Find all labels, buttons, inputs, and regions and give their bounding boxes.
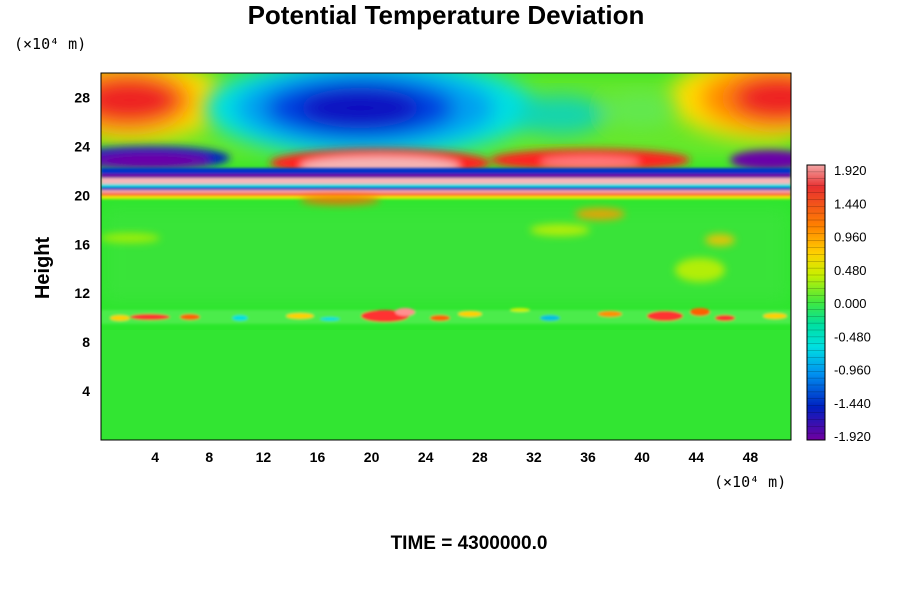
- y-tick-label: 20: [74, 187, 90, 203]
- y-unit-label: (×10⁴ m): [14, 35, 86, 53]
- plot-frame: [100, 72, 792, 441]
- colorbar-tick-label: -0.960: [834, 363, 871, 378]
- colorbar-ticks: 1.920 1.440 0.960 0.480 0.000 -0.480 -0.960 -1.…: [834, 163, 871, 444]
- x-tick-label: 20: [364, 449, 380, 465]
- colorbar-tick-label: 0.480: [834, 263, 867, 278]
- colorbar-tick-label: -0.480: [834, 329, 871, 344]
- x-unit-label: (×10⁴ m): [714, 473, 786, 491]
- x-axis-ticks: 4 8 12 16 20 24 28 32 36 40 44 48: [151, 449, 758, 465]
- y-tick-label: 8: [82, 334, 90, 350]
- y-tick-label: 16: [74, 236, 90, 252]
- chart-title: Potential Temperature Deviation: [248, 0, 645, 30]
- x-tick-label: 24: [418, 449, 434, 465]
- colorbar-tick-label: 0.000: [834, 296, 867, 311]
- x-tick-label: 28: [472, 449, 488, 465]
- colorbar-tick-label: 1.920: [834, 163, 867, 178]
- colorbar-tick-label: -1.440: [834, 396, 871, 411]
- x-tick-label: 16: [310, 449, 326, 465]
- x-tick-label: 4: [151, 449, 159, 465]
- x-tick-label: 36: [580, 449, 596, 465]
- x-tick-label: 12: [256, 449, 272, 465]
- x-tick-label: 44: [689, 449, 705, 465]
- colorbar: 1.920 1.440 0.960 0.480 0.000 -0.480 -0.960 -1.…: [806, 163, 871, 444]
- colorbar-tick-label: 0.960: [834, 230, 867, 245]
- time-label: TIME = 4300000.0: [391, 533, 548, 554]
- colorbar-tick-label: -1.920: [834, 429, 871, 444]
- x-tick-label: 48: [743, 449, 759, 465]
- y-axis-ticks: 4 8 12 16 20 24 28: [74, 89, 90, 399]
- y-tick-label: 4: [82, 383, 90, 399]
- y-tick-label: 24: [74, 138, 90, 154]
- heatmap-field: [101, 73, 791, 440]
- y-tick-label: 28: [74, 89, 90, 105]
- x-tick-label: 32: [526, 449, 542, 465]
- x-tick-label: 40: [634, 449, 650, 465]
- colorbar-gradient: [806, 164, 826, 441]
- y-tick-label: 12: [74, 285, 90, 301]
- colorbar-tick-label: 1.440: [834, 196, 867, 211]
- y-axis-label: Height: [32, 237, 54, 300]
- x-tick-label: 8: [205, 449, 213, 465]
